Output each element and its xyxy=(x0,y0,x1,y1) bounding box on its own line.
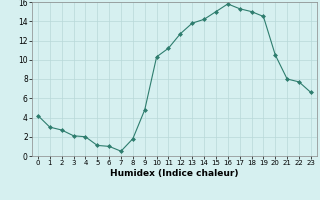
X-axis label: Humidex (Indice chaleur): Humidex (Indice chaleur) xyxy=(110,169,239,178)
